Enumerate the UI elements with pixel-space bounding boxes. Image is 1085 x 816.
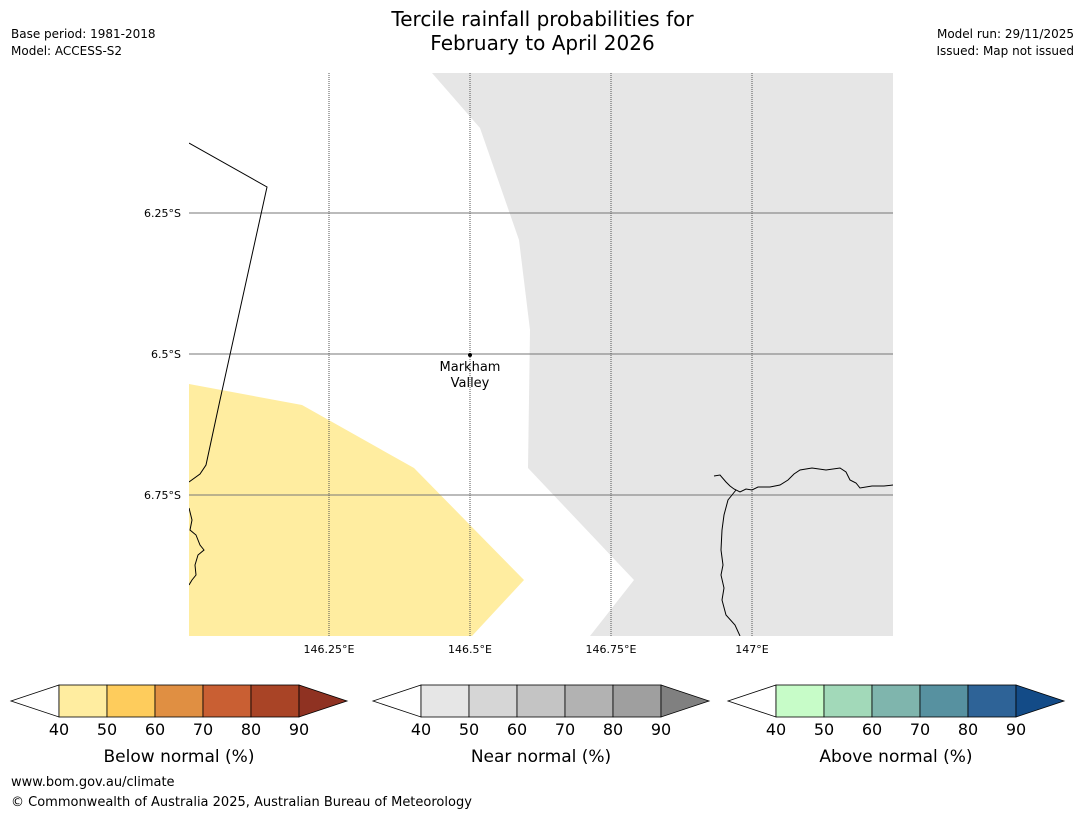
- legend-title: Above normal (%): [819, 747, 972, 767]
- legend-swatch: [919, 684, 969, 718]
- legend-near-normal: 40 50 60 70 80 90 Near normal (%): [371, 684, 711, 767]
- legend-swatch: [202, 684, 252, 718]
- legend-swatch: [564, 684, 614, 718]
- legend-tick: 90: [1006, 720, 1026, 739]
- legend-tick: 90: [289, 720, 309, 739]
- place-marker: [468, 353, 472, 357]
- map-area: [189, 73, 893, 636]
- legend-high-arrow: [1015, 684, 1066, 718]
- legend-swatch: [468, 684, 518, 718]
- legend-swatch: [106, 684, 156, 718]
- legend-swatch: [420, 684, 470, 718]
- lat-label: 6.25°S: [144, 207, 181, 220]
- legend-swatch: [967, 684, 1017, 718]
- legend-tick: 50: [459, 720, 479, 739]
- below-normal-region: [189, 384, 524, 636]
- legend-swatch: [871, 684, 921, 718]
- graticule: [189, 73, 893, 636]
- legend-swatch: [58, 684, 108, 718]
- lon-label: 147°E: [735, 643, 768, 656]
- legend-swatch: [516, 684, 566, 718]
- legend-low-arrow: [371, 684, 422, 718]
- coastline-east: [713, 467, 893, 493]
- coastline-west: [189, 507, 205, 586]
- legend-tick: 60: [145, 720, 165, 739]
- legend-tick: 70: [910, 720, 930, 739]
- issued-text: Issued: Map not issued: [936, 44, 1074, 58]
- legend-tick: 70: [555, 720, 575, 739]
- legend-swatch: [250, 684, 300, 718]
- legend-tick: 70: [193, 720, 213, 739]
- legend-tick: 60: [862, 720, 882, 739]
- river: [720, 489, 741, 636]
- legend-high-arrow: [298, 684, 349, 718]
- footer-copyright: © Commonwealth of Australia 2025, Austra…: [11, 795, 472, 810]
- footer-url: www.bom.gov.au/climate: [11, 775, 175, 790]
- meta-left: Base period: 1981-2018 Model: ACCESS-S2: [11, 26, 156, 60]
- lon-label: 146.5°E: [448, 643, 492, 656]
- legend-tick: 80: [603, 720, 623, 739]
- legend-title: Below normal (%): [104, 747, 255, 767]
- place-label-line-2: Valley: [451, 376, 490, 391]
- legend-tick: 40: [49, 720, 69, 739]
- legend-tick: 90: [651, 720, 671, 739]
- legend-above-normal: 40 50 60 70 80 90 Above normal (%): [726, 684, 1066, 767]
- legend-low-arrow: [726, 684, 777, 718]
- legend-tick: 40: [766, 720, 786, 739]
- place-label-line-1: Markham: [440, 360, 501, 375]
- meta-right: Model run: 29/11/2025 Issued: Map not is…: [936, 26, 1074, 60]
- map-title: Tercile rainfall probabilities for Febru…: [0, 7, 1085, 55]
- legend-swatch: [823, 684, 873, 718]
- legend-below-normal: 40 50 60 70 80 90 Below normal (%): [9, 684, 349, 767]
- boundaries: [189, 142, 893, 636]
- legend-tick: 60: [507, 720, 527, 739]
- legend-tick: 40: [411, 720, 431, 739]
- legend-tick: 50: [97, 720, 117, 739]
- lat-label: 6.75°S: [144, 489, 181, 502]
- title-line-2: February to April 2026: [430, 31, 655, 55]
- legend-tick: 50: [814, 720, 834, 739]
- legend-low-arrow: [9, 684, 60, 718]
- legend-high-arrow: [660, 684, 711, 718]
- province-boundary: [189, 142, 268, 483]
- lon-label: 146.25°E: [304, 643, 355, 656]
- legend-swatch: [154, 684, 204, 718]
- lon-label: 146.75°E: [586, 643, 637, 656]
- legend-swatch: [612, 684, 662, 718]
- base-period-text: Base period: 1981-2018: [11, 27, 156, 41]
- legend-title: Near normal (%): [471, 747, 611, 767]
- legend-tick: 80: [958, 720, 978, 739]
- model-run-text: Model run: 29/11/2025: [936, 27, 1074, 41]
- legend-tick: 80: [241, 720, 261, 739]
- title-line-1: Tercile rainfall probabilities for: [391, 7, 694, 31]
- model-text: Model: ACCESS-S2: [11, 44, 123, 58]
- legend-swatch: [775, 684, 825, 718]
- lat-label: 6.5°S: [151, 348, 181, 361]
